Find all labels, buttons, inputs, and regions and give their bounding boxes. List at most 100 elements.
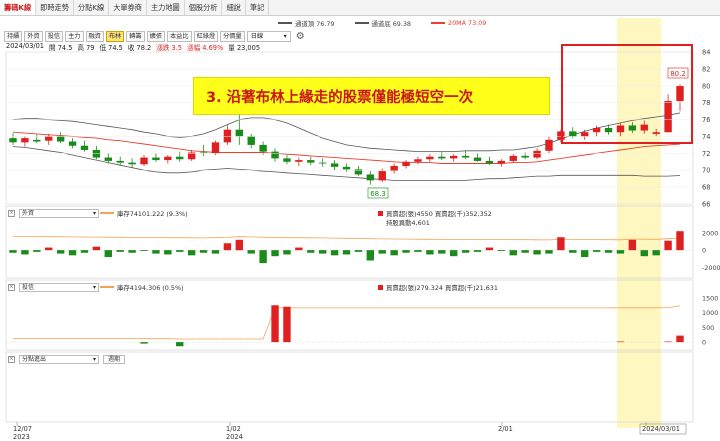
price-tick-label: 76 [702, 116, 710, 124]
tab-notes[interactable]: 筆記 [246, 0, 270, 15]
foreign-bar [366, 250, 375, 261]
foreign-bar [176, 250, 184, 252]
close-icon[interactable]: × [8, 209, 15, 217]
trust-bars-layer [6, 305, 693, 347]
candle-body [68, 141, 77, 146]
btn-margin[interactable]: 融資 [85, 30, 104, 42]
candle-body [318, 162, 327, 164]
branch-panel-frame [5, 351, 694, 423]
candle-body [366, 174, 375, 181]
trust-bar [616, 341, 625, 343]
annotation-banner: 3. 沿著布林上緣走的股票僅能極短空一次 [193, 77, 550, 115]
candle-body [80, 145, 89, 150]
candle-body [676, 85, 684, 101]
trust-tick-label: 0 [702, 339, 706, 347]
foreign-bar [330, 250, 339, 256]
highlight-box [561, 44, 693, 144]
candle-body [104, 157, 112, 161]
candle-body [199, 152, 208, 154]
date-tick-label: 12/07 [13, 425, 32, 433]
tab-details[interactable]: 細說 [222, 0, 246, 15]
foreign-panel-header: × 外資 ▾ [8, 208, 99, 218]
candle-body [271, 151, 279, 159]
foreign-bar [187, 250, 196, 256]
trust-tick-label: 1500 [702, 294, 718, 302]
close-icon[interactable]: × [8, 283, 15, 291]
price-tick-label: 68 [702, 184, 710, 192]
candle-body [307, 160, 315, 163]
btn-continuous[interactable]: 持續 [4, 30, 23, 42]
foreign-bar [485, 247, 494, 251]
low-price-label: 68.3 [370, 190, 386, 198]
price-panel-frame [5, 51, 694, 205]
btn-expand[interactable]: 擴張 [146, 30, 165, 42]
branch-select[interactable]: 分點進出 ▾ [19, 354, 99, 364]
btn-main-force[interactable]: 主力 [65, 30, 84, 42]
foreign-bar [116, 250, 124, 252]
foreign-tick-label: -2000 [702, 264, 720, 272]
foreign-bar [592, 250, 601, 252]
candle-body [176, 156, 184, 160]
candle-body [223, 129, 232, 143]
close-icon[interactable]: × [8, 355, 15, 363]
foreign-bar [497, 250, 506, 252]
ohlc-pct: 漲幅 4.69% [187, 44, 224, 52]
branch-panel-header: × 分點進出 ▾ 週期 [8, 354, 126, 364]
candle-body [569, 131, 577, 137]
btn-traffic-light[interactable]: 紅綠燈 [193, 30, 219, 42]
candle-body [652, 132, 660, 134]
candle-body [664, 100, 672, 133]
foreign-bar [426, 250, 434, 255]
chevron-down-icon: ▾ [92, 355, 96, 363]
btn-chip-turn[interactable]: 轉籌 [126, 30, 145, 42]
candle-body [616, 125, 625, 133]
btn-trust[interactable]: 投信 [44, 30, 64, 42]
foreign-bar [581, 250, 589, 258]
btn-pe[interactable]: 本益比 [167, 30, 192, 42]
tab-stock-analysis[interactable]: 個股分析 [185, 0, 223, 15]
foreign-buysell: 買賣超(張)4550 買賣超(千)352,352 [378, 208, 492, 218]
tab-chip-kline[interactable]: 籌碼K線 [0, 0, 37, 15]
tab-main-map[interactable]: 主力地圖 [147, 0, 185, 15]
candle-body [164, 156, 172, 161]
upper-band-line [12, 112, 681, 153]
period-select[interactable]: 日線 ▾ [246, 30, 291, 42]
gear-icon[interactable]: ⚙ [295, 30, 305, 42]
candle-body [438, 156, 446, 159]
candle-body [450, 155, 458, 159]
foreign-bar [557, 237, 565, 251]
foreign-bar [628, 239, 637, 251]
tab-big-brokers[interactable]: 大單券商 [109, 0, 147, 15]
foreign-select[interactable]: 外資 ▾ [19, 208, 99, 218]
candle-body [45, 136, 53, 141]
foreign-bar [509, 250, 517, 256]
foreign-bar [438, 250, 446, 254]
trust-select[interactable]: 投信 ▾ [19, 282, 99, 292]
tab-branch-kline[interactable]: 分點K線 [74, 0, 110, 15]
foreign-bar [259, 250, 267, 264]
candle-body [521, 155, 529, 158]
btn-price-volume[interactable]: 分價量 [220, 30, 245, 42]
foreign-bar [152, 250, 160, 254]
candle-body [533, 150, 541, 158]
legend-ma20: 20MA 73.09 [431, 17, 486, 29]
foreign-bar [211, 250, 220, 254]
candle-body [330, 163, 339, 167]
date-year-label: 2023 [13, 433, 30, 441]
price-tick-label: 82 [702, 65, 710, 73]
tab-realtime[interactable]: 即時走勢 [36, 0, 74, 15]
foreign-bar [450, 250, 458, 257]
foreign-tick-label: 2000 [702, 229, 718, 237]
branch-period-button[interactable]: 週期 [103, 354, 126, 364]
date-tick-label: 1/02 [226, 425, 241, 433]
current-date-box [639, 423, 687, 435]
btn-foreign[interactable]: 外資 [24, 30, 43, 42]
foreign-bar [295, 247, 303, 251]
btn-bollinger[interactable]: 布林 [105, 30, 125, 42]
foreign-bar [473, 250, 482, 252]
candle-body [378, 171, 386, 181]
foreign-bar [140, 250, 148, 252]
foreign-bar [199, 250, 208, 253]
trust-bar [664, 341, 672, 343]
